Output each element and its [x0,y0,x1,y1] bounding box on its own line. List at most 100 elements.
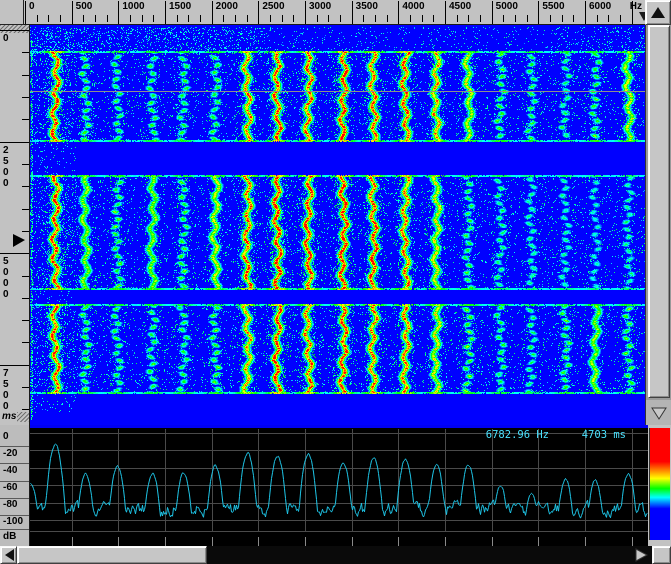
freq-tick-major [304,1,306,24]
freq-tick-minor [608,15,610,22]
down-arrow-icon [650,407,667,420]
freq-tick-minor [526,15,528,22]
spectrum-canvas[interactable] [30,425,648,546]
right-arrow-icon[interactable] [633,547,649,563]
freq-tick-minor [503,15,505,22]
freq-tick-major [211,1,213,24]
freq-tick-label: 500 [75,1,93,12]
time-marker-icon[interactable] [13,233,25,247]
time-tick-minor [22,186,29,188]
time-tick-major [0,364,29,366]
scroll-down-button[interactable] [645,400,671,425]
freq-tick-label: 1500 [168,1,192,12]
freq-tick-minor [83,15,85,22]
freq-tick-minor [269,15,271,22]
time-tick-minor [22,297,29,299]
freq-tick-minor [549,15,551,22]
freq-tick-major [71,1,73,24]
ruler-corner [0,0,24,25]
freq-tick-minor [421,15,423,22]
freq-tick-label: 4000 [402,1,425,12]
time-tick-label: 0 [3,33,9,44]
freq-tick-minor [409,15,411,22]
freq-unit-label: Hz [629,1,642,12]
ruler-hatch [17,412,29,422]
db-scale-separator [0,481,29,482]
scrollbar-corner-button[interactable] [652,546,671,564]
db-scale: 0 -20 -40 -60 -80 -100 dB [0,425,30,546]
spectrogram-canvas[interactable] [30,25,645,425]
time-tick-minor [22,96,29,98]
freq-tick-minor [433,15,435,22]
time-tick-minor [22,230,29,232]
freq-tick-minor [293,15,295,22]
horizontal-scrollbar-thumb[interactable] [17,546,207,564]
freq-tick-major [164,1,166,24]
db-tick-label: -40 [3,465,18,476]
freq-tick-minor [153,15,155,22]
time-tick-label: 7 5 0 0 [3,367,9,412]
freq-tick-major [351,1,353,24]
freq-tick-minor [374,15,376,22]
freq-tick-major [538,1,540,24]
freq-tick-minor [514,15,516,22]
freq-tick-minor [363,15,365,22]
freq-tick-minor [316,15,318,22]
freq-tick-label: 2000 [215,1,238,12]
time-tick-minor [22,342,29,344]
time-tick-minor [22,387,29,389]
time-tick-label: 2 5 0 0 [3,144,9,189]
scroll-up-button[interactable] [645,0,671,25]
freq-tick-major [631,1,633,24]
time-tick-minor [22,52,29,54]
time-tick-minor [22,163,29,165]
freq-tick-minor [281,15,283,22]
time-tick-major [0,141,29,143]
freq-tick-minor [386,15,388,22]
freq-tick-minor [246,15,248,22]
db-tick-label: -100 [3,516,24,527]
db-tick-label: -60 [3,482,18,493]
time-unit-label: ms [2,411,17,422]
time-ruler[interactable]: ms 0 2 5 0 0 5 0 0 0 7 5 0 0 [0,25,30,425]
freq-tick-label: 1000 [122,1,145,12]
freq-tick-minor [561,15,563,22]
frequency-marker-icon[interactable] [639,12,645,21]
frequency-ruler[interactable]: 0 500 1000 1500 2000 2500 3000 3500 4000 4500 5000… [24,0,645,25]
freq-tick-minor [479,15,481,22]
time-tick-minor [22,275,29,277]
freq-tick-minor [141,15,143,22]
freq-tick-minor [188,15,190,22]
freq-tick-minor [199,15,201,22]
freq-tick-label: 5000 [495,1,518,12]
freq-tick-minor [48,15,50,22]
freq-tick-label: 6000 [588,1,612,12]
freq-tick-major [444,1,446,24]
freq-tick-minor [176,15,178,22]
db-tick-label: -20 [3,448,18,459]
db-scale-separator [0,529,29,530]
color-scale-legend [648,425,671,546]
freq-tick-minor [468,15,470,22]
freq-tick-label: 4500 [448,1,472,12]
freq-tick-major [258,1,260,24]
freq-tick-minor [619,15,621,22]
db-scale-separator [0,498,29,499]
freq-tick-minor [456,15,458,22]
color-gradient [649,428,670,540]
freq-tick-label: 0 [29,1,35,12]
horizontal-scrollbar[interactable] [0,546,671,564]
freq-tick-minor [573,15,575,22]
left-arrow-icon [4,549,14,561]
scroll-left-button[interactable] [0,546,17,564]
freq-tick-label: 3500 [355,1,378,12]
time-tick-minor [22,320,29,322]
freq-tick-minor [129,15,131,22]
db-tick-label: -80 [3,499,18,510]
up-arrow-icon [651,6,665,18]
time-tick-minor [22,208,29,210]
vertical-scrollbar-thumb[interactable] [648,25,670,398]
time-tick-major [0,30,29,31]
vertical-scrollbar-track[interactable] [645,25,671,400]
